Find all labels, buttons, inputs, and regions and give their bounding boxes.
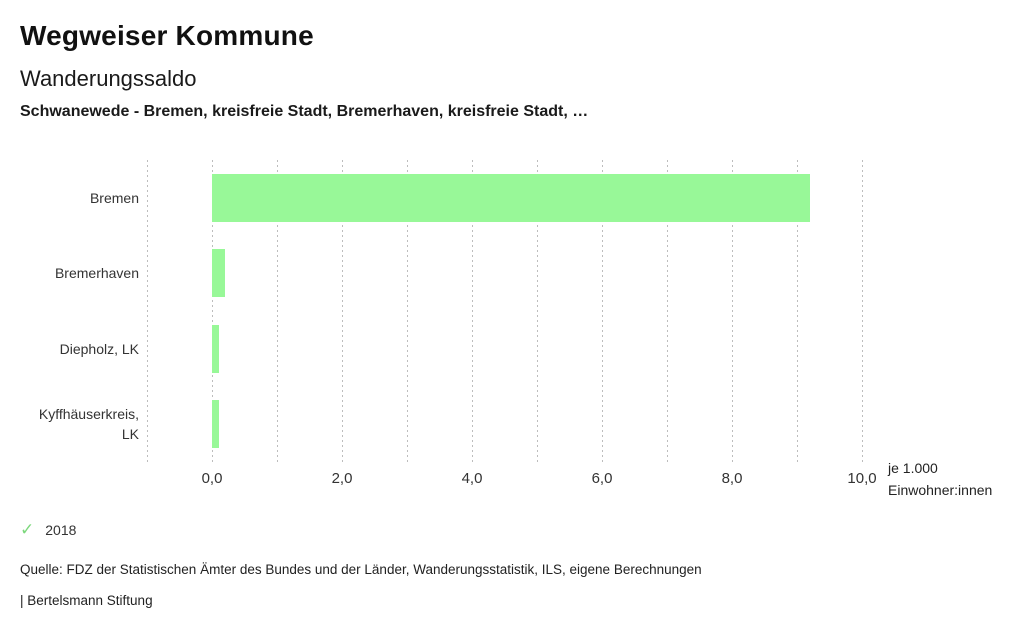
x-axis-unit-line2: Einwohner:innen	[888, 482, 993, 498]
gridline	[537, 160, 538, 462]
check-icon: ✓	[20, 520, 35, 539]
gridline	[667, 160, 668, 462]
x-axis-unit-line1: je 1.000	[888, 460, 938, 476]
x-tick-label: 6,0	[591, 470, 613, 487]
gridline	[602, 160, 603, 462]
gridline	[212, 160, 213, 462]
comparison-subtitle: Schwanewede - Bremen, kreisfreie Stadt, …	[20, 103, 589, 120]
x-tick-label: 10,0	[847, 470, 877, 487]
gridline	[277, 160, 278, 462]
chart-title: Wanderungssaldo	[20, 66, 197, 91]
x-axis-unit-label: je 1.000 Einwohner:innen	[888, 457, 992, 501]
bar-kyffhäuserkreis-lk[interactable]	[212, 400, 219, 449]
page-title: Wegweiser Kommune	[20, 20, 314, 51]
x-tick-label: 4,0	[461, 470, 483, 487]
gridline	[407, 160, 408, 462]
plot-area	[147, 160, 863, 462]
category-label-bremen: Bremen	[89, 189, 139, 206]
branding-text: | Bertelsmann Stiftung	[20, 593, 153, 608]
category-label-kyffhäuserkreis-lk: Kyffhäuserkreis, LK	[38, 406, 139, 443]
bar-bremen[interactable]	[212, 173, 810, 222]
gridline	[342, 160, 343, 462]
gridline	[732, 160, 733, 462]
category-label-bremerhaven: Bremerhaven	[54, 265, 139, 282]
gridline	[862, 160, 863, 462]
bar-chart: Bremen Bremerhaven Diepholz, LK Kyffhäuserk…	[0, 160, 1024, 505]
bar-diepholz-lk[interactable]	[212, 324, 219, 373]
bar-bremerhaven[interactable]	[212, 249, 225, 298]
source-text: Quelle: FDZ der Statistischen Ämter des …	[20, 562, 702, 577]
x-tick-label: 8,0	[721, 470, 743, 487]
gridline	[472, 160, 473, 462]
gridline	[147, 160, 148, 462]
legend-item-2018[interactable]: ✓ 2018	[20, 521, 76, 538]
category-label-diepholz-lk: Diepholz, LK	[59, 340, 139, 357]
gridline	[797, 160, 798, 462]
category-axis: Bremen Bremerhaven Diepholz, LK Kyffhäuserk…	[19, 160, 139, 462]
x-tick-label: 0,0	[201, 470, 223, 487]
x-tick-label: 2,0	[331, 470, 353, 487]
legend-label: 2018	[45, 521, 77, 538]
value-axis: 0,0 2,0 4,0 6,0 8,0 10,0	[147, 462, 877, 492]
